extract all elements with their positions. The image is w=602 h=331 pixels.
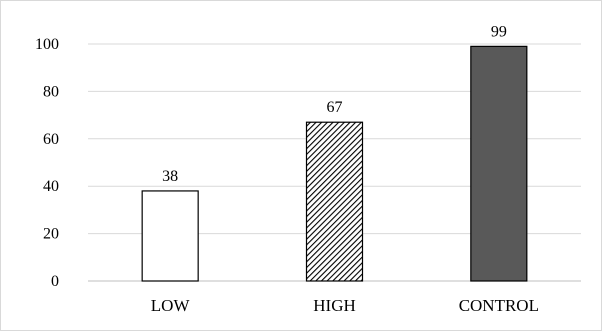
y-tick-label-80: 80 [43,83,59,100]
data-label-low: 38 [162,168,178,185]
category-label-control: CONTROL [459,296,539,315]
y-tick-label-60: 60 [43,131,59,148]
bar-high [305,121,364,282]
bars [141,45,528,282]
data-labels: 38 67 99 [162,23,507,185]
data-label-control: 99 [491,23,507,40]
y-tick-label-40: 40 [43,178,59,195]
category-label-low: LOW [151,296,191,315]
category-labels: LOW HIGH CONTROL [151,296,539,315]
y-tick-label-20: 20 [43,226,59,243]
data-label-high: 67 [327,99,343,116]
y-tick-label-100: 100 [35,36,59,53]
category-label-high: HIGH [313,296,356,315]
bar-control [470,45,528,282]
y-axis-ticks: 0 20 40 60 80 100 [35,36,59,290]
y-tick-label-0: 0 [51,273,59,290]
bar-low [141,190,199,282]
